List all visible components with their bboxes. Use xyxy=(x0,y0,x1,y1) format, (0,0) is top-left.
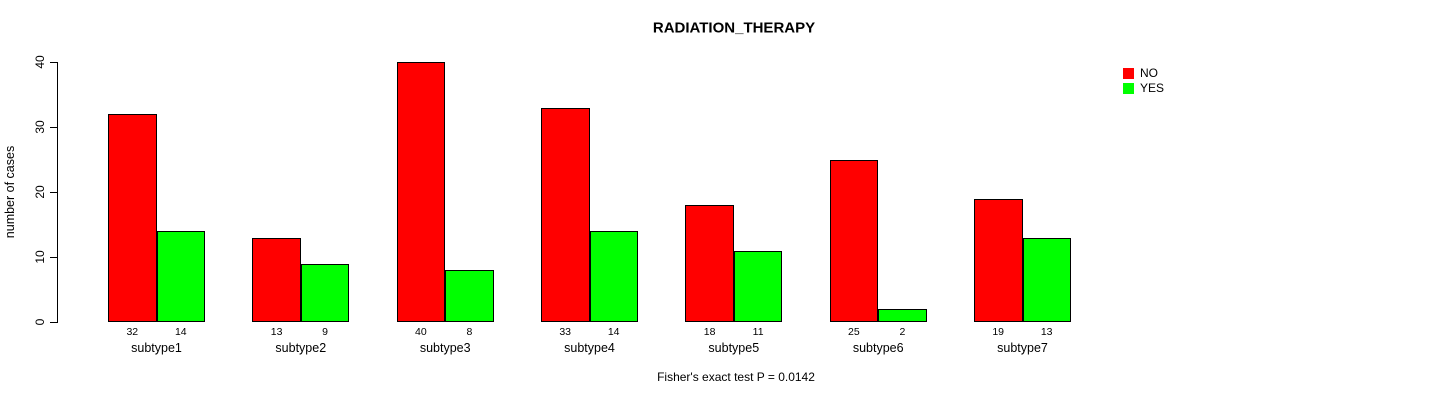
y-axis-tick xyxy=(50,62,58,63)
fisher-test-footnote: Fisher's exact test P = 0.0142 xyxy=(657,370,815,384)
bar-subtype3-yes xyxy=(445,270,494,322)
legend-label: YES xyxy=(1140,81,1165,95)
y-axis-tick xyxy=(50,127,58,128)
x-category-label-subtype1: subtype1 xyxy=(131,341,182,355)
legend-entry-yes: YES xyxy=(1123,81,1164,96)
legend-label: NO xyxy=(1140,66,1158,80)
y-axis-tick-label: 10 xyxy=(33,250,47,264)
bar-value-label: 32 xyxy=(126,326,139,338)
y-axis-tick-label: 20 xyxy=(33,185,47,199)
bar-value-label: 2 xyxy=(899,326,906,338)
legend: NO YES xyxy=(1123,66,1164,96)
bar-subtype1-no xyxy=(108,114,157,322)
bar-subtype7-yes xyxy=(1022,237,1071,322)
bar-value-label: 25 xyxy=(848,326,860,338)
x-category-label-subtype4: subtype4 xyxy=(564,341,615,355)
bar-value-label: 18 xyxy=(703,326,716,338)
bar-subtype4-no xyxy=(541,107,590,322)
bar-value-label: 13 xyxy=(270,326,283,338)
bar-subtype1-yes xyxy=(156,231,205,322)
x-category-label-subtype6: subtype6 xyxy=(852,341,904,355)
bar-value-label: 13 xyxy=(1040,326,1053,338)
bar-subtype6-no xyxy=(829,159,879,322)
bar-subtype6-yes xyxy=(878,309,927,322)
y-axis-tick xyxy=(50,257,58,258)
y-axis-tick-label: 0 xyxy=(33,318,47,326)
x-category-label-subtype3: subtype3 xyxy=(419,341,471,355)
legend-entry-no: NO xyxy=(1123,66,1164,81)
y-axis-tick xyxy=(50,322,58,323)
bar-subtype2-no xyxy=(252,237,301,322)
x-category-label-subtype5: subtype5 xyxy=(708,341,760,355)
bar-subtype3-no xyxy=(396,62,446,322)
x-category-label-subtype2: subtype2 xyxy=(275,341,327,355)
bar-value-label: 14 xyxy=(607,326,620,338)
y-axis-tick-label: 40 xyxy=(33,55,47,69)
bar-value-label: 40 xyxy=(415,326,427,338)
y-axis-label: number of cases xyxy=(3,145,17,239)
bar-value-label: 11 xyxy=(752,326,764,338)
x-category-label-subtype7: subtype7 xyxy=(997,341,1048,355)
bar-subtype7-no xyxy=(974,198,1023,322)
bar-subtype5-yes xyxy=(733,250,783,322)
bar-value-label: 8 xyxy=(466,326,473,338)
chart-title: RADIATION_THERAPY xyxy=(652,19,816,37)
y-axis-tick xyxy=(50,192,58,193)
y-axis-tick-label: 30 xyxy=(33,120,47,134)
bar-value-label: 14 xyxy=(174,326,187,338)
bar-value-label: 33 xyxy=(559,326,572,338)
bar-subtype5-no xyxy=(685,205,734,322)
bar-subtype2-yes xyxy=(300,263,350,322)
bar-value-label: 19 xyxy=(992,326,1005,338)
legend-swatch-yes xyxy=(1123,83,1134,94)
legend-swatch-no xyxy=(1123,68,1134,79)
bar-value-label: 9 xyxy=(322,326,329,338)
bar-subtype4-yes xyxy=(589,231,638,322)
